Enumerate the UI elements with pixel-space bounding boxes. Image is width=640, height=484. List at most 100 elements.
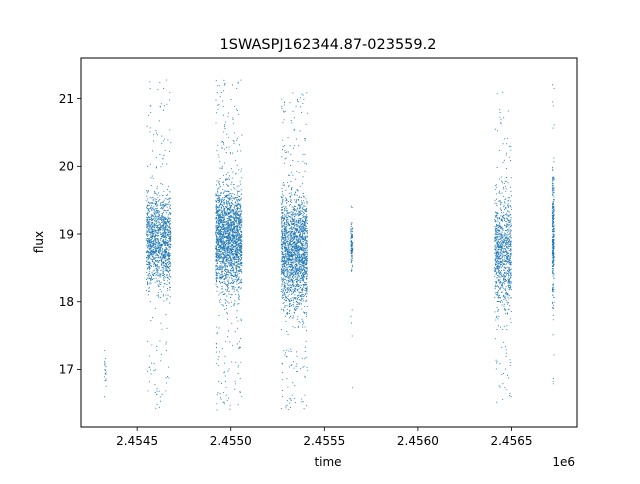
data-point	[218, 246, 220, 248]
data-point	[164, 251, 166, 253]
data-point	[151, 265, 153, 267]
data-point	[159, 273, 161, 275]
data-point	[302, 240, 304, 242]
data-point	[147, 267, 149, 269]
data-point	[155, 208, 157, 210]
data-point	[161, 143, 163, 145]
data-point	[283, 238, 285, 240]
data-point	[162, 239, 164, 241]
data-point	[169, 263, 171, 265]
data-point	[155, 277, 157, 279]
data-point	[237, 238, 239, 240]
data-point	[152, 252, 154, 254]
data-point	[149, 279, 151, 281]
data-point	[158, 249, 160, 251]
data-point	[283, 268, 285, 270]
data-point	[221, 277, 223, 279]
data-point	[284, 232, 286, 234]
data-point	[239, 241, 242, 243]
data-point	[228, 277, 230, 279]
data-point	[156, 280, 158, 282]
data-point	[291, 271, 293, 273]
data-point	[300, 300, 302, 302]
data-point	[215, 247, 217, 249]
data-point	[282, 278, 284, 280]
data-point	[236, 269, 238, 272]
data-point	[164, 206, 166, 208]
data-point	[297, 145, 300, 147]
data-point	[217, 192, 219, 194]
data-point	[291, 227, 293, 229]
data-point	[228, 226, 230, 228]
data-point	[229, 255, 231, 257]
data-point	[155, 215, 157, 217]
data-point	[227, 233, 229, 235]
data-point	[297, 242, 299, 244]
data-point	[241, 220, 243, 222]
data-point	[238, 267, 240, 269]
data-point	[227, 281, 229, 283]
data-point	[302, 153, 304, 155]
time-cluster	[145, 79, 172, 409]
data-point	[238, 282, 240, 284]
data-point	[162, 214, 164, 216]
data-point	[219, 209, 221, 211]
data-point	[228, 218, 230, 220]
data-point	[301, 401, 303, 403]
data-point	[156, 345, 158, 347]
data-point	[164, 244, 166, 246]
data-point	[239, 249, 241, 251]
data-point	[284, 354, 286, 356]
data-point	[222, 246, 224, 248]
data-point	[301, 245, 303, 247]
data-point	[221, 234, 223, 236]
data-point	[167, 255, 169, 257]
data-point	[303, 200, 305, 202]
data-point	[149, 238, 151, 240]
data-point	[155, 241, 157, 243]
data-point	[220, 382, 223, 385]
data-point	[227, 223, 229, 225]
data-point	[228, 216, 230, 218]
data-point	[227, 136, 229, 139]
data-point	[157, 232, 159, 234]
data-point	[161, 208, 163, 210]
data-point	[219, 292, 221, 294]
data-point	[149, 228, 151, 230]
data-point	[233, 187, 235, 189]
data-point	[164, 270, 166, 272]
data-point	[220, 208, 222, 210]
data-point	[164, 265, 166, 268]
data-point	[152, 274, 154, 276]
data-point	[228, 259, 230, 261]
data-point	[165, 262, 167, 265]
data-point	[291, 305, 293, 307]
data-point	[225, 215, 227, 217]
data-point	[280, 268, 283, 271]
data-point	[148, 216, 150, 218]
data-point	[304, 274, 306, 276]
data-point	[153, 216, 155, 218]
data-point	[161, 212, 163, 215]
data-point	[238, 233, 241, 236]
data-point	[286, 211, 288, 213]
data-point	[164, 255, 166, 257]
data-point	[146, 223, 148, 225]
data-point	[219, 253, 221, 255]
data-point	[221, 243, 223, 245]
data-point	[215, 245, 218, 247]
data-point	[222, 214, 224, 217]
data-point	[236, 109, 238, 112]
data-point	[301, 318, 303, 320]
data-point	[238, 364, 240, 366]
data-point	[293, 227, 295, 229]
data-point	[154, 198, 156, 200]
data-point	[160, 217, 162, 219]
data-point	[292, 317, 294, 319]
data-point	[156, 239, 159, 241]
data-point	[146, 278, 148, 281]
data-point	[291, 194, 293, 196]
data-point	[229, 252, 231, 254]
data-point	[288, 192, 290, 194]
data-point	[236, 264, 238, 266]
